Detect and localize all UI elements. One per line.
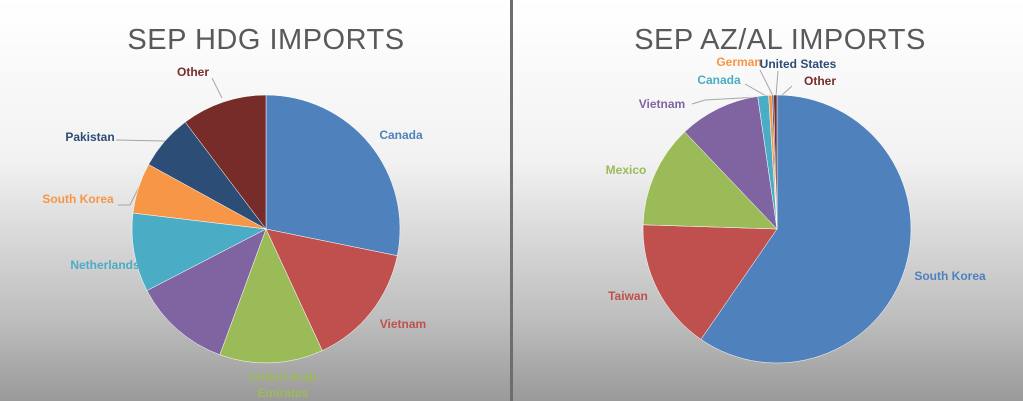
- leader-line: [759, 69, 774, 97]
- pie-slice: [219, 228, 323, 364]
- slice-label: South Korea: [914, 269, 986, 283]
- slice-label: United States: [759, 57, 837, 71]
- chart-title: SEP AZ/AL IMPORTS: [634, 24, 926, 56]
- slice-label: Vietnam: [638, 97, 686, 111]
- leader-line: [780, 85, 793, 97]
- leader-line: [775, 70, 779, 97]
- pie-slice: [700, 94, 912, 364]
- pie-slice: [184, 94, 267, 230]
- slice-label: Vietnam: [379, 317, 427, 331]
- slice-label: Taiwan: [608, 289, 648, 303]
- leader-line: [118, 182, 142, 206]
- slice-label: Other: [803, 74, 837, 88]
- slice-label: South Korea: [42, 192, 114, 206]
- pie-slice: [684, 96, 778, 230]
- slice-label: United Arab Emirates: [249, 370, 317, 400]
- leader-line: [744, 83, 769, 98]
- slice-label: Canada: [697, 73, 741, 87]
- slice-label: Pakistan: [65, 130, 115, 144]
- pie-slice: [265, 228, 398, 351]
- leader-line: [115, 139, 166, 142]
- slice-label: Other: [176, 65, 210, 79]
- leader-line: [691, 96, 761, 105]
- pie-slice: [146, 228, 267, 356]
- pie-slice: [642, 224, 778, 340]
- leader-line: [211, 77, 223, 99]
- pie-slice: [642, 131, 778, 230]
- slice-label: German: [716, 55, 762, 69]
- pie-slice: [131, 212, 267, 291]
- pie-slice: [265, 94, 401, 257]
- pie-slice: [773, 94, 778, 230]
- slice-label: Canada: [379, 128, 423, 142]
- slice-label: Mexico: [605, 163, 647, 177]
- slice-label: Netherlands: [70, 258, 140, 272]
- chart-title: SEP HDG IMPORTS: [127, 24, 405, 56]
